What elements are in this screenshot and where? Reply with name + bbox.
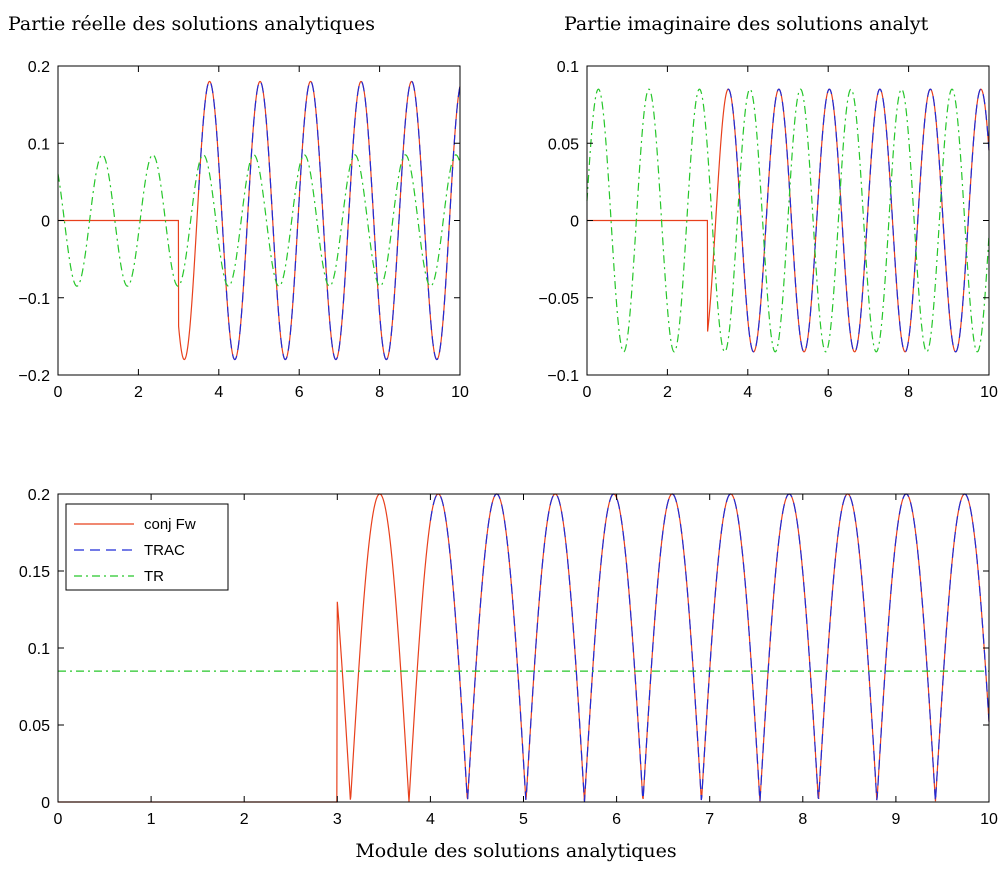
x-tick-label: 6 <box>612 811 621 828</box>
y-tick-label: 0.2 <box>28 59 50 76</box>
plot-area-real <box>57 80 461 361</box>
x-tick-label: 6 <box>824 384 833 401</box>
y-tick-label: 0.1 <box>28 136 50 153</box>
x-tick-label: 6 <box>295 384 304 401</box>
x-tick-label: 10 <box>451 384 469 401</box>
chart-title-real: Partie réelle des solutions analytiques <box>8 13 375 35</box>
legend-label-conj-fw: conj Fw <box>144 516 196 533</box>
x-tick-label: 2 <box>240 811 249 828</box>
y-tick-label: −0.05 <box>539 291 580 308</box>
x-tick-label: 8 <box>904 384 913 401</box>
x-tick-label: 7 <box>705 811 714 828</box>
y-tick-label: 0.2 <box>28 487 50 504</box>
ticks-imag: 0 2 4 6 8 10 −0.1 −0.05 0 0.05 0.1 <box>539 59 998 401</box>
x-tick-label: 8 <box>798 811 807 828</box>
panel-modulus: 0 1 2 3 4 5 6 7 8 9 10 0 0.05 0.1 0.15 0.2 Module des s… <box>19 487 998 862</box>
x-tick-label: 4 <box>426 811 435 828</box>
y-tick-label: 0 <box>570 214 579 231</box>
x-tick-label: 0 <box>54 384 63 401</box>
x-tick-label: 10 <box>980 811 998 828</box>
y-tick-label: −0.1 <box>547 368 579 385</box>
x-tick-label: 0 <box>583 384 592 401</box>
x-tick-label: 8 <box>375 384 384 401</box>
y-tick-label: 0.05 <box>19 718 50 735</box>
legend-label-trac: TRAC <box>144 542 185 559</box>
x-tick-label: 5 <box>519 811 528 828</box>
y-tick-label: 0 <box>41 214 50 231</box>
y-tick-label: −0.1 <box>18 291 50 308</box>
x-tick-label: 2 <box>134 384 143 401</box>
x-tick-label: 0 <box>54 811 63 828</box>
x-tick-label: 9 <box>891 811 900 828</box>
y-tick-label: −0.2 <box>18 368 50 385</box>
y-tick-label: 0 <box>41 795 50 812</box>
x-tick-label: 4 <box>743 384 752 401</box>
x-tick-label: 2 <box>663 384 672 401</box>
chart-title-imag: Partie imaginaire des solutions analyt <box>564 13 929 35</box>
y-tick-label: 0.15 <box>19 564 50 581</box>
panel-imag-part: Partie imaginaire des solutions analyt 0… <box>539 13 998 401</box>
x-tick-label: 4 <box>214 384 223 401</box>
panel-real-part: Partie réelle des solutions analytiques … <box>8 13 469 401</box>
legend-label-tr: TR <box>144 568 164 585</box>
plot-area-imag <box>586 88 990 353</box>
x-tick-label: 1 <box>147 811 156 828</box>
series-line-trac <box>727 88 990 353</box>
x-tick-label: 10 <box>980 384 998 401</box>
ticks-real: 0 2 4 6 8 10 −0.2 −0.1 0 0.1 0.2 <box>18 59 469 401</box>
series-line-tr <box>57 154 461 287</box>
series-line-conj-fw <box>587 88 990 353</box>
y-tick-label: 0.1 <box>28 641 50 658</box>
x-axis-label-modulus: Module des solutions analytiques <box>355 840 676 862</box>
series-line-conj-fw <box>58 80 461 361</box>
series-line-trac <box>429 493 990 802</box>
ticks-modulus: 0 1 2 3 4 5 6 7 8 9 10 0 0.05 0.1 0.15 0.2 <box>19 487 998 828</box>
y-tick-label: 0.1 <box>557 59 579 76</box>
x-tick-label: 3 <box>333 811 342 828</box>
y-tick-label: 0.05 <box>548 136 579 153</box>
legend: conj Fw TRAC TR <box>65 503 229 591</box>
series-line-tr <box>586 88 990 353</box>
series-line-trac <box>198 80 461 361</box>
